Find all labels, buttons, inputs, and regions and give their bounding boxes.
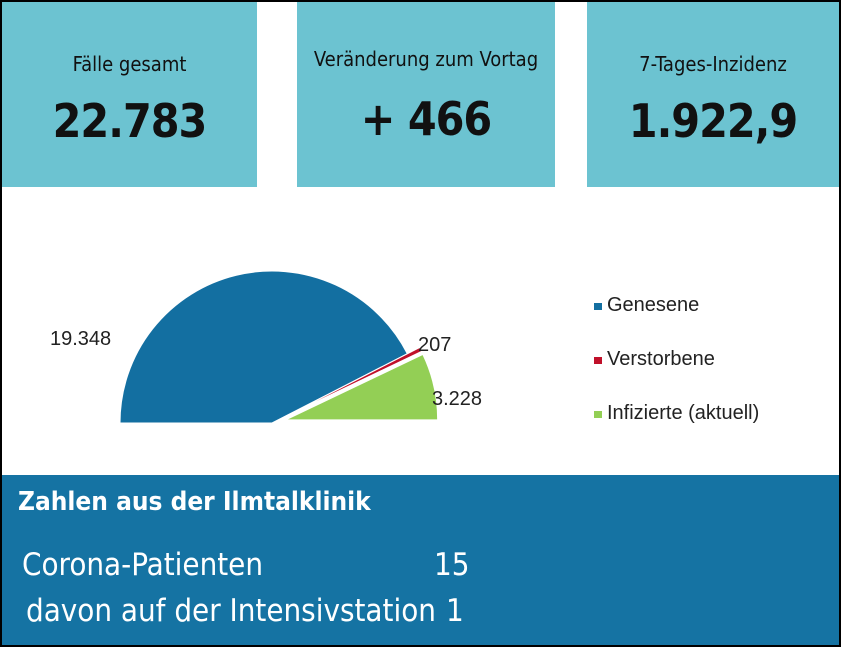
- daily-change-tile: Veränderung zum Vortag + 466: [297, 2, 555, 187]
- clinic-title: Zahlen aus der Ilmtalklinik: [18, 487, 371, 517]
- daily-change-value: + 466: [360, 92, 492, 146]
- legend-label-infizierte-aktuell: Infizierte (aktuell): [607, 402, 759, 424]
- data-label-verstorbene: 207: [418, 334, 451, 356]
- data-label-infizierte-aktuell: 3.228: [432, 388, 482, 410]
- incidence-label: 7-Tages-Inzidenz: [639, 52, 787, 76]
- total-cases-tile: Fälle gesamt 22.783: [2, 2, 257, 187]
- legend-label-genesene: Genesene: [607, 294, 699, 316]
- legend-label-verstorbene: Verstorbene: [607, 348, 715, 370]
- legend-swatch-infizierte-aktuell: [594, 411, 602, 418]
- icu-patients-value: 1: [446, 593, 464, 629]
- corona-patients-value: 15: [434, 547, 470, 583]
- data-label-genesene: 19.348: [50, 328, 111, 350]
- cases-half-pie-chart: 19.348 207 3.228 Genesene Verstorbene Infizi…: [50, 270, 759, 424]
- clinic-panel: Zahlen aus der Ilmtalklinik Corona-Patie…: [2, 475, 839, 645]
- corona-patients-label: Corona-Patienten: [22, 547, 264, 583]
- slice-infizierte-aktuell: [285, 353, 439, 421]
- legend-swatch-verstorbene: [594, 357, 602, 364]
- incidence-value: 1.922,9: [628, 94, 798, 148]
- slice-verstorbene: [284, 346, 423, 418]
- legend-swatch-genesene: [594, 303, 602, 310]
- slice-genesene: [119, 270, 408, 424]
- incidence-tile: 7-Tages-Inzidenz 1.922,9: [587, 2, 839, 187]
- daily-change-label: Veränderung zum Vortag: [313, 47, 539, 71]
- total-cases-label: Fälle gesamt: [72, 52, 187, 76]
- total-cases-value: 22.783: [52, 94, 208, 148]
- icu-patients-label: davon auf der Intensivstation: [26, 593, 436, 629]
